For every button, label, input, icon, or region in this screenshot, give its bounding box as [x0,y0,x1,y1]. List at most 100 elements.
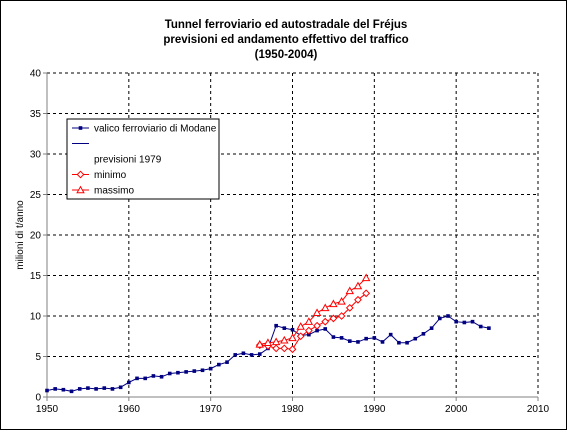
data-point [271,337,281,346]
data-point [143,376,147,381]
y-tick-label: 35 [30,109,42,120]
x-tick-label: 1970 [200,404,223,415]
data-point [110,387,115,391]
legend-marker-1 [78,126,83,130]
y-tick-label: 20 [30,231,42,242]
data-point [315,328,319,333]
legend-marker-4 [76,170,85,179]
x-tick-label: 1990 [363,404,386,415]
data-point [77,387,82,391]
data-point [331,335,336,339]
y-tick-label: 0 [35,393,41,404]
data-point [353,281,363,290]
data-point [364,336,368,341]
data-point [102,386,107,390]
data-point [362,289,371,298]
y-tick-label: 10 [30,312,42,323]
data-point [61,387,66,392]
legend-entry-4: minimo [94,170,127,181]
data-point [69,389,74,394]
data-point [478,324,483,329]
data-point [282,326,287,330]
data-point [380,340,385,344]
chart-title-line-1: Tunnel ferroviario ed autostradale del F… [165,19,408,31]
data-point [94,387,98,391]
data-point [233,353,238,357]
data-point [290,327,295,332]
chart-title: Tunnel ferroviario ed autostradale del F… [163,19,408,61]
data-point [296,322,305,330]
data-point [329,314,338,323]
data-point [388,332,393,337]
data-point [438,316,442,321]
series-layer [45,273,491,394]
data-point [127,380,131,385]
y-tick-label: 40 [30,69,42,80]
data-point [45,388,49,393]
data-point [345,286,355,295]
data-point [280,344,289,353]
data-point [446,314,450,318]
data-point [312,308,322,316]
data-point [288,345,297,354]
series-3 [255,273,371,348]
x-tick-label: 2010 [527,404,550,415]
data-point [135,376,139,381]
data-point [313,321,321,330]
data-point [323,327,328,331]
data-point [345,303,354,312]
data-point [421,332,426,336]
data-point [86,386,90,390]
data-point [118,385,123,390]
data-point [257,352,262,356]
data-point [397,340,401,345]
data-point [241,351,246,356]
legend-box [66,118,220,200]
y-tick-label: 5 [35,352,41,363]
legend-entry-3: previsioni 1979 [94,155,162,166]
data-point [405,340,409,345]
chart-title-line-2: previsioni ed andamento effettivo del tr… [163,34,408,46]
data-point [372,336,377,340]
y-axis-title: milioni di t/anno [15,200,26,270]
data-point [192,369,197,373]
axes: 0 5 10 15 20 25 30 35 40 1950 1960 1970 1980 1990 2000… [30,69,550,416]
data-point [184,370,188,374]
data-point [288,333,297,342]
data-point [361,273,371,282]
data-point [208,366,213,371]
data-point [200,368,205,373]
data-point [263,338,273,346]
data-point [307,332,311,337]
data-point [274,323,278,328]
data-point [272,344,281,353]
data-point [176,370,180,375]
legend-marker-5 [76,185,85,194]
data-point [454,319,458,324]
data-point [151,374,156,378]
data-point [470,319,475,324]
data-point [429,326,434,330]
data-point [167,371,172,376]
data-point [217,362,221,367]
x-tick-label: 1950 [36,404,59,415]
data-point [304,326,313,335]
data-point [159,374,164,379]
data-point [329,299,338,308]
x-tick-label: 1960 [118,404,141,415]
chart-title-line-3: (1950-2004) [255,49,318,61]
data-point [356,340,360,344]
data-point [53,387,57,391]
data-point [304,317,314,325]
data-point [413,336,418,341]
data-point [462,320,467,325]
data-point [339,336,344,340]
data-point [347,339,352,343]
data-point [225,360,229,364]
x-tick-label: 2000 [445,404,468,415]
legend-entry-5: massimo [94,186,134,197]
data-point [321,317,330,326]
y-tick-label: 15 [30,271,42,282]
